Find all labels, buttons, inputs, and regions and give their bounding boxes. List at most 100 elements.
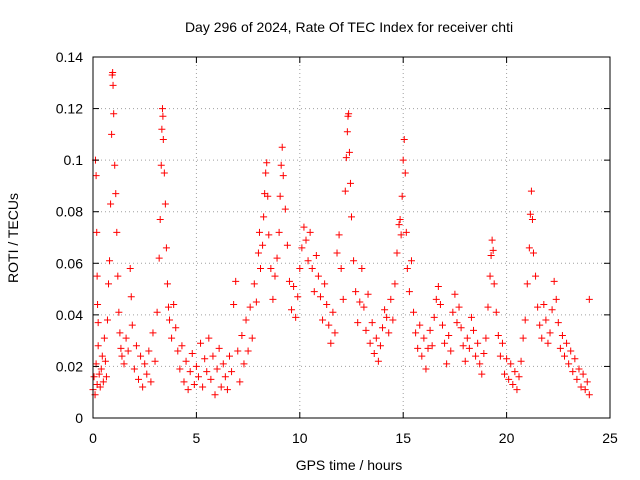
data-point <box>342 154 350 162</box>
data-point <box>92 172 100 180</box>
data-point <box>585 295 593 303</box>
data-point <box>252 298 260 306</box>
data-point <box>492 308 500 316</box>
data-point <box>573 375 581 383</box>
data-point <box>577 383 585 391</box>
data-point <box>292 313 300 321</box>
data-point <box>364 290 372 298</box>
chart-title: Day 296 of 2024, Rate Of TEC Index for r… <box>185 19 513 35</box>
data-point <box>234 347 242 355</box>
data-point <box>174 347 182 355</box>
data-point <box>472 352 480 360</box>
data-point <box>101 357 109 365</box>
data-point <box>527 187 535 195</box>
data-point <box>221 373 229 381</box>
data-point <box>166 316 174 324</box>
data-point <box>463 334 471 342</box>
data-point <box>337 264 345 272</box>
data-point <box>402 228 410 236</box>
y-tick-label: 0 <box>75 410 83 426</box>
data-point <box>316 293 324 301</box>
data-point <box>430 313 438 321</box>
data-point <box>275 228 283 236</box>
data-point <box>455 303 463 311</box>
data-point <box>331 329 339 337</box>
data-point <box>554 319 562 327</box>
data-point <box>525 244 533 252</box>
data-point <box>120 360 128 368</box>
data-point <box>403 264 411 272</box>
data-point <box>158 105 166 113</box>
data-point <box>145 347 153 355</box>
data-point <box>467 313 475 321</box>
data-point <box>163 280 171 288</box>
data-point <box>432 295 440 303</box>
data-point <box>194 373 202 381</box>
data-point <box>99 378 107 386</box>
data-point <box>178 342 186 350</box>
data-point <box>137 352 145 360</box>
data-point <box>304 257 312 265</box>
data-point <box>203 368 211 376</box>
data-point <box>420 334 428 342</box>
data-points <box>89 68 593 399</box>
data-point <box>298 244 306 252</box>
data-point <box>160 169 168 177</box>
data-point <box>114 272 122 280</box>
data-point <box>161 200 169 208</box>
data-point <box>273 254 281 262</box>
data-point <box>211 391 219 399</box>
data-point <box>278 143 286 151</box>
data-point <box>158 125 166 133</box>
data-point <box>319 316 327 324</box>
data-point <box>519 334 527 342</box>
data-point <box>345 148 353 156</box>
data-point <box>257 264 265 272</box>
data-point <box>109 68 117 76</box>
y-tick-label: 0.04 <box>56 307 83 323</box>
data-point <box>294 293 302 301</box>
x-tick-label: 20 <box>499 430 515 446</box>
data-point <box>215 344 223 352</box>
data-point <box>254 249 262 257</box>
data-point <box>276 192 284 200</box>
data-point <box>397 231 405 239</box>
data-point <box>534 303 542 311</box>
data-point <box>93 272 101 280</box>
data-point <box>339 295 347 303</box>
data-point <box>528 215 536 223</box>
data-point <box>476 360 484 368</box>
data-point <box>470 326 478 334</box>
data-point <box>111 161 119 169</box>
data-point <box>288 306 296 314</box>
data-point <box>130 365 138 373</box>
data-point <box>143 370 151 378</box>
data-point <box>139 383 147 391</box>
data-point <box>496 352 504 360</box>
data-point <box>335 231 343 239</box>
data-point <box>529 249 537 257</box>
data-point <box>453 319 461 327</box>
data-point <box>151 357 159 365</box>
data-point <box>134 375 142 383</box>
data-point <box>400 136 408 144</box>
data-point <box>536 321 544 329</box>
data-point <box>302 236 310 244</box>
data-point <box>513 386 521 394</box>
y-tick-label: 0.02 <box>56 358 83 374</box>
data-point <box>581 386 589 394</box>
data-point <box>498 339 506 347</box>
data-point <box>300 223 308 231</box>
x-axis-title: GPS time / hours <box>296 457 403 473</box>
data-point <box>182 357 190 365</box>
data-point <box>501 370 509 378</box>
data-point <box>269 295 277 303</box>
x-tick-label: 15 <box>395 430 411 446</box>
data-point <box>209 352 217 360</box>
data-point <box>399 156 407 164</box>
data-point <box>106 257 114 265</box>
data-point <box>567 347 575 355</box>
data-point <box>546 329 554 337</box>
data-point <box>345 110 353 118</box>
